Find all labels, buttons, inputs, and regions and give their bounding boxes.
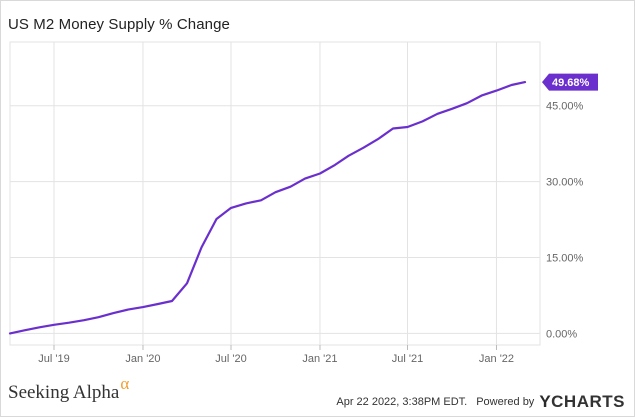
y-tick-label: 30.00% (546, 177, 584, 189)
plot-area-border (9, 41, 541, 346)
chart-timestamp: Apr 22 2022, 3:38PM EDT. (336, 396, 468, 408)
x-tick-label: Jan '22 (479, 353, 514, 365)
ycharts-y-icon: Y (539, 392, 552, 411)
footer-credits: Apr 22 2022, 3:38PM EDT. Powered by Y CHA… (336, 392, 625, 412)
x-tick-label: Jan '20 (125, 353, 160, 365)
ycharts-logo[interactable]: Y CHARTS (539, 392, 625, 412)
x-tick-label: Jul '19 (38, 353, 69, 365)
seeking-alpha-text: Seeking Alpha (8, 382, 120, 403)
y-tick-label: 15.00% (546, 252, 584, 264)
series-line (8, 81, 527, 335)
y-tick-label: 45.00% (546, 101, 584, 113)
powered-by-label: Powered by (476, 396, 535, 408)
alpha-symbol: α (120, 374, 130, 393)
last-value-badge (542, 73, 598, 91)
y-tick-label: 0.00% (546, 328, 577, 340)
last-value-label: 49.68% (552, 77, 590, 89)
x-tick-label: Jan '21 (302, 353, 337, 365)
ycharts-text: CHARTS (551, 392, 625, 411)
chart-title: US M2 Money Supply % Change (8, 16, 230, 33)
seeking-alpha-logo: Seeking Alphaα (8, 374, 129, 404)
x-tick-label: Jul '20 (215, 353, 246, 365)
x-tick-label: Jul '21 (392, 353, 423, 365)
